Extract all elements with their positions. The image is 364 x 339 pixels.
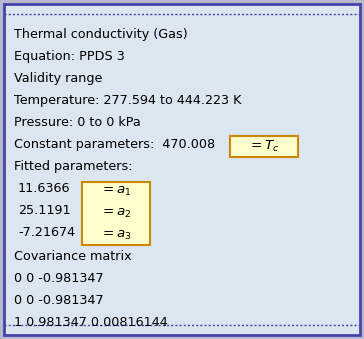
Text: Equation: PPDS 3: Equation: PPDS 3 <box>14 50 125 63</box>
Text: Fitted parameters:: Fitted parameters: <box>14 160 132 173</box>
Text: Covariance matrix: Covariance matrix <box>14 250 132 263</box>
Text: 25.1191: 25.1191 <box>18 204 71 217</box>
Text: 1 0.981347 0.00816144: 1 0.981347 0.00816144 <box>14 316 168 329</box>
Text: Temperature: 277.594 to 444.223 K: Temperature: 277.594 to 444.223 K <box>14 94 241 107</box>
FancyBboxPatch shape <box>4 4 360 335</box>
Text: Constant parameters:  470.008: Constant parameters: 470.008 <box>14 138 215 151</box>
FancyBboxPatch shape <box>230 136 298 157</box>
Text: $= \mathit{T}_c$: $= \mathit{T}_c$ <box>248 139 280 154</box>
Text: Thermal conductivity (Gas): Thermal conductivity (Gas) <box>14 28 187 41</box>
Text: $= \mathit{a}_{2}$: $= \mathit{a}_{2}$ <box>100 206 132 220</box>
Text: 0 0 -0.981347: 0 0 -0.981347 <box>14 294 104 307</box>
Text: Pressure: 0 to 0 kPa: Pressure: 0 to 0 kPa <box>14 116 141 129</box>
Text: -7.21674: -7.21674 <box>18 226 75 239</box>
Text: $= \mathit{a}_{3}$: $= \mathit{a}_{3}$ <box>100 228 132 242</box>
Text: 0 0 -0.981347: 0 0 -0.981347 <box>14 272 104 285</box>
Text: Validity range: Validity range <box>14 72 102 85</box>
FancyBboxPatch shape <box>82 182 150 245</box>
Text: 11.6366: 11.6366 <box>18 182 71 195</box>
Text: $= \mathit{a}_{1}$: $= \mathit{a}_{1}$ <box>100 184 132 198</box>
